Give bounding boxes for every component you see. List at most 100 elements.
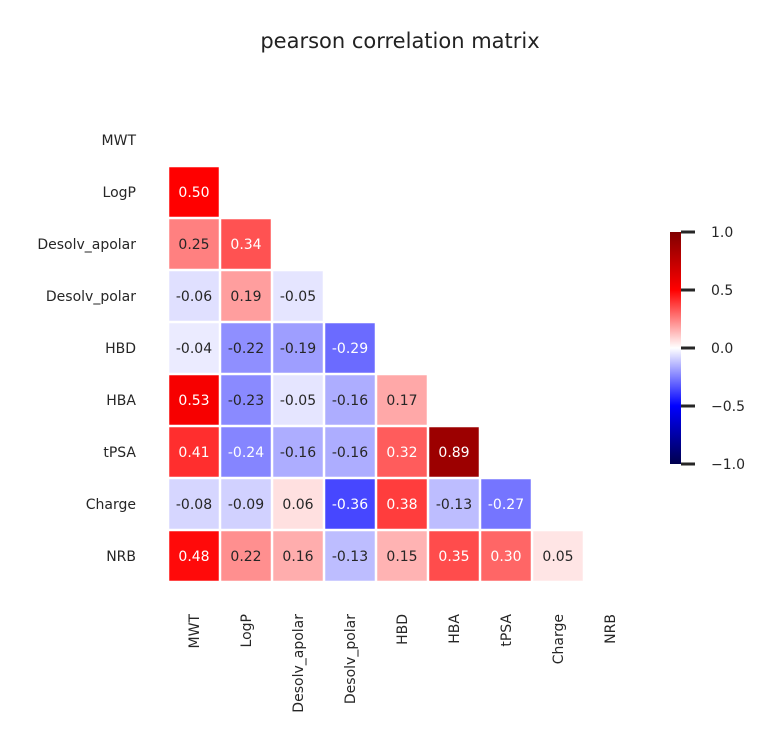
cell-NRB-tPSA [481, 531, 531, 581]
cell-NRB-Desolv_apolar [273, 531, 323, 581]
cell-HBD-Desolv_polar [325, 323, 375, 373]
cell-NRB-HBA [429, 531, 479, 581]
cell-value-label: -0.27 [488, 497, 524, 513]
cell-tPSA-LogP [221, 427, 271, 477]
colorbar-tick-label: −0.5 [711, 399, 745, 415]
cell-Charge-Desolv_apolar [273, 479, 323, 529]
colorbar-tick-label: −1.0 [711, 457, 745, 473]
colorbar-tick-label: 0.5 [711, 283, 733, 299]
cell-HBA-Desolv_polar [325, 375, 375, 425]
row-label: Charge [86, 497, 136, 513]
cell-HBA-Desolv_apolar [273, 375, 323, 425]
row-label: Desolv_polar [46, 289, 136, 305]
cell-value-label: -0.16 [280, 445, 316, 461]
column-label: LogP [239, 614, 255, 647]
cell-HBD-LogP [221, 323, 271, 373]
row-label: MWT [102, 133, 137, 149]
cell-NRB-Desolv_polar [325, 531, 375, 581]
cell-value-label: 0.35 [438, 549, 469, 565]
cell-value-label: 0.22 [230, 549, 261, 565]
cell-tPSA-MWT [169, 427, 219, 477]
cell-value-label: -0.16 [332, 393, 368, 409]
cell-value-label: 0.89 [438, 445, 469, 461]
column-label: HBA [447, 614, 463, 644]
column-label: Charge [551, 614, 567, 664]
row-label: tPSA [103, 445, 136, 461]
cell-value-label: 0.34 [230, 237, 261, 253]
cell-value-label: -0.08 [176, 497, 212, 513]
cell-NRB-Charge [533, 531, 583, 581]
cell-value-label: -0.13 [332, 549, 368, 565]
cell-Desolv_polar-LogP [221, 271, 271, 321]
row-label: Desolv_apolar [37, 237, 136, 253]
cell-Charge-Desolv_polar [325, 479, 375, 529]
colorbar-tick-label: 1.0 [711, 225, 733, 241]
row-label: HBD [105, 341, 136, 357]
cell-tPSA-HBD [377, 427, 427, 477]
cell-value-label: 0.16 [282, 549, 313, 565]
cell-value-label: -0.05 [280, 289, 316, 305]
cell-HBA-MWT [169, 375, 219, 425]
cell-value-label: -0.13 [436, 497, 472, 513]
cell-NRB-HBD [377, 531, 427, 581]
cell-value-label: 0.38 [386, 497, 417, 513]
cell-value-label: 0.41 [178, 445, 209, 461]
cell-HBD-Desolv_apolar [273, 323, 323, 373]
cell-value-label: -0.23 [228, 393, 264, 409]
cell-value-label: 0.06 [282, 497, 313, 513]
cell-value-label: -0.09 [228, 497, 264, 513]
cell-tPSA-Desolv_apolar [273, 427, 323, 477]
cell-Charge-HBA [429, 479, 479, 529]
cell-value-label: 0.25 [178, 237, 209, 253]
row-labels: MWT LogP Desolv_apolar Desolv_polar HBD HBA tP… [37, 133, 136, 565]
cell-Charge-LogP [221, 479, 271, 529]
cell-HBA-LogP [221, 375, 271, 425]
cell-NRB-MWT [169, 531, 219, 581]
cell-value-label: -0.22 [228, 341, 264, 357]
cell-value-label: -0.16 [332, 445, 368, 461]
cell-Desolv_apolar-MWT [169, 219, 219, 269]
heatmap-cells: 0.50 0.25 0.34 -0.06 0.19 -0.05 -0.04 -0.22 -0.1… [169, 167, 583, 581]
cell-value-label: -0.24 [228, 445, 264, 461]
cell-value-label: -0.36 [332, 497, 368, 513]
column-label: tPSA [499, 614, 515, 647]
chart-title: pearson correlation matrix [260, 29, 539, 53]
cell-Desolv_apolar-LogP [221, 219, 271, 269]
cell-LogP-MWT [169, 167, 219, 217]
cell-Charge-HBD [377, 479, 427, 529]
cell-tPSA-HBA [429, 427, 479, 477]
cell-value-label: -0.19 [280, 341, 316, 357]
cell-value-label: 0.05 [542, 549, 573, 565]
cell-value-label: 0.30 [490, 549, 521, 565]
colorbar: 1.0 0.5 0.0 −0.5 −1.0 [670, 225, 745, 473]
cell-value-label: -0.29 [332, 341, 368, 357]
cell-Charge-MWT [169, 479, 219, 529]
cell-value-label: 0.50 [178, 185, 209, 201]
cell-HBD-MWT [169, 323, 219, 373]
cell-value-label: 0.19 [230, 289, 261, 305]
row-label: HBA [106, 393, 136, 409]
cell-tPSA-Desolv_polar [325, 427, 375, 477]
cell-Desolv_polar-MWT [169, 271, 219, 321]
colorbar-gradient [670, 232, 681, 464]
cell-value-label: 0.48 [178, 549, 209, 565]
colorbar-tick-label: 0.0 [711, 341, 733, 357]
cell-value-label: -0.06 [176, 289, 212, 305]
column-label: MWT [187, 614, 203, 649]
cell-value-label: 0.53 [178, 393, 209, 409]
cell-value-label: 0.32 [386, 445, 417, 461]
cell-value-label: 0.17 [386, 393, 417, 409]
cell-value-label: -0.05 [280, 393, 316, 409]
column-labels: MWT LogP Desolv_apolar Desolv_polar HBD HBA tP… [187, 614, 619, 713]
colorbar-ticks: 1.0 0.5 0.0 −0.5 −1.0 [681, 225, 745, 473]
cell-NRB-LogP [221, 531, 271, 581]
column-label: Desolv_polar [343, 614, 359, 704]
cell-HBA-HBD [377, 375, 427, 425]
cell-Charge-tPSA [481, 479, 531, 529]
cell-Desolv_polar-Desolv_apolar [273, 271, 323, 321]
column-label: NRB [603, 614, 619, 644]
cell-value-label: 0.15 [386, 549, 417, 565]
column-label: HBD [395, 614, 411, 645]
row-label: LogP [103, 185, 136, 201]
